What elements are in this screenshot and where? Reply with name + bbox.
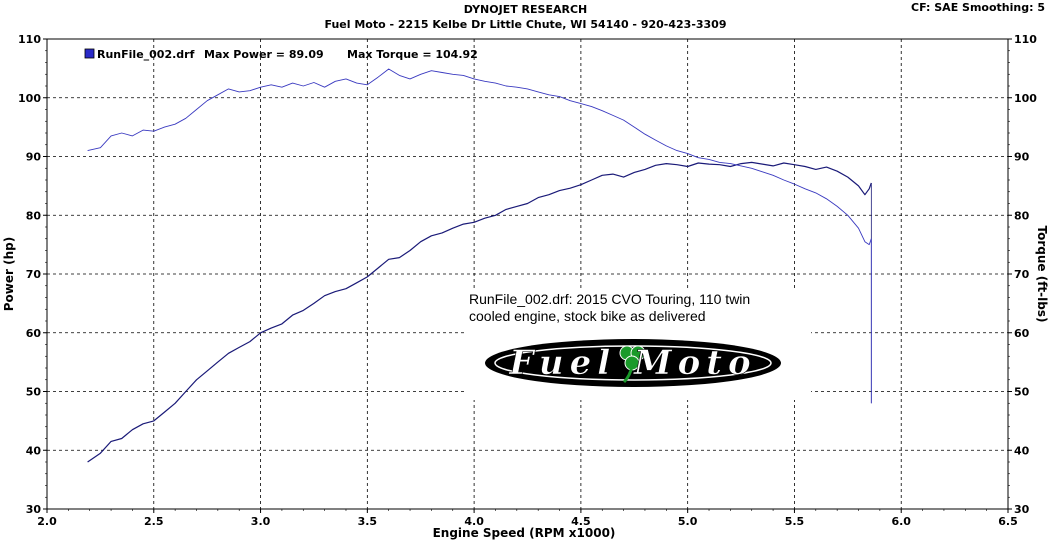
x-tick-label: 6.5: [998, 515, 1018, 528]
series-lines: [87, 68, 872, 463]
series-line-power: [87, 161, 872, 463]
logo-text: Fuel Moto: [508, 343, 756, 383]
legend-max-power: Max Power = 89.09: [204, 48, 324, 61]
y-tick-label-left: 40: [26, 444, 42, 457]
chart-title: DYNOJET RESEARCH: [463, 3, 588, 16]
y-tick-label-right: 110: [1014, 33, 1037, 46]
y-tick-label-right: 70: [1014, 268, 1030, 281]
y-tick-label-left: 50: [26, 386, 42, 399]
y-tick-label-left: 60: [26, 327, 42, 340]
y-axis-title-left: Power (hp): [2, 237, 16, 311]
y-axis-title-right: Torque (ft-lbs): [1035, 226, 1049, 323]
y-tick-label-right: 50: [1014, 386, 1030, 399]
x-tick-label: 3.0: [251, 515, 271, 528]
x-tick-label: 2.5: [144, 515, 164, 528]
y-tick-label-left: 110: [18, 33, 41, 46]
y-tick-label-right: 60: [1014, 327, 1030, 340]
run-annotation: RunFile_002.drf: 2015 CVO Touring, 110 t…: [466, 290, 811, 400]
y-tick-label-right: 80: [1014, 209, 1030, 222]
x-tick-label: 5.5: [785, 515, 805, 528]
x-tick-label: 6.0: [891, 515, 911, 528]
correction-factor-label: CF: SAE Smoothing: 5: [911, 1, 1045, 14]
x-tick-label: 4.5: [571, 515, 591, 528]
y-tick-label-left: 30: [26, 503, 42, 516]
y-tick-label-right: 90: [1014, 151, 1030, 164]
y-tick-label-left: 100: [18, 92, 41, 105]
y-tick-label-left: 70: [26, 268, 42, 281]
legend: RunFile_002.drf Max Power = 89.09 Max To…: [84, 48, 478, 61]
legend-file: RunFile_002.drf: [97, 48, 195, 61]
x-axis-title: Engine Speed (RPM x1000): [433, 526, 616, 540]
grid-lines: [47, 39, 1008, 509]
x-tick-label: 2.0: [37, 515, 57, 528]
y-tick-label-right: 100: [1014, 92, 1037, 105]
chart-subtitle: Fuel Moto - 2215 Kelbe Dr Little Chute, …: [324, 18, 727, 31]
x-tick-label: 5.0: [678, 515, 698, 528]
x-tick-label: 3.5: [358, 515, 378, 528]
y-tick-label-left: 90: [26, 151, 42, 164]
legend-swatch: [84, 48, 95, 59]
x-tick-label: 4.0: [464, 515, 484, 528]
legend-max-torque: Max Torque = 104.92: [347, 48, 478, 61]
clover-icon: [619, 345, 646, 384]
annotation-line-2: cooled engine, stock bike as delivered: [469, 308, 706, 324]
y-tick-label-left: 80: [26, 209, 42, 222]
fuel-moto-logo: Fuel Moto: [485, 339, 781, 387]
y-tick-label-right: 30: [1014, 503, 1030, 516]
series-line-torque: [87, 68, 872, 246]
annotation-line-1: RunFile_002.drf: 2015 CVO Touring, 110 t…: [469, 291, 751, 307]
y-tick-label-right: 40: [1014, 444, 1030, 457]
